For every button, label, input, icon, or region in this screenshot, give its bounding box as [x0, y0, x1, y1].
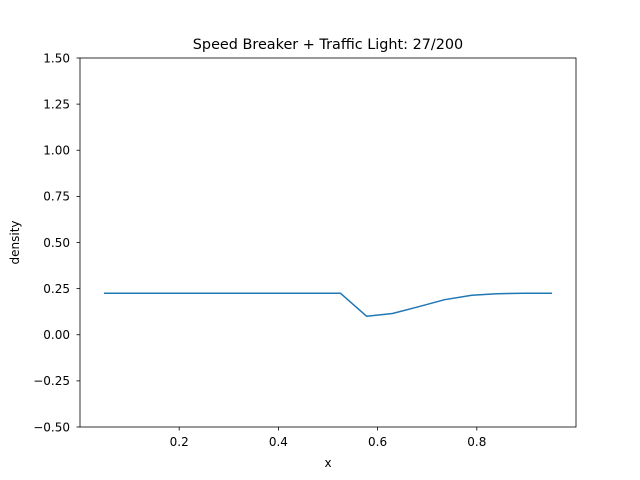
- y-tick-label: 1.00: [43, 144, 70, 158]
- x-tick-label: 0.2: [170, 435, 189, 449]
- y-tick-label: 1.25: [43, 97, 70, 111]
- x-tick-label: 0.8: [467, 435, 486, 449]
- y-tick-label: −0.50: [33, 420, 70, 434]
- plot-frame: [79, 57, 577, 428]
- x-axis-label: x: [324, 456, 331, 470]
- y-tick-label: 0.00: [43, 328, 70, 342]
- y-tick-label: 0.25: [43, 282, 70, 296]
- y-tick-label: −0.25: [33, 374, 70, 388]
- axis-layer: 0.2 0.4 0.6 0.8 −0.50 −0.25 0.00 0.25 0.50 0.75 1.…: [33, 51, 486, 449]
- series-layer: [104, 292, 552, 318]
- y-tick-label: 0.75: [43, 190, 70, 204]
- chart-title: Speed Breaker + Traffic Light: 27/200: [193, 37, 463, 53]
- y-tick-label: 1.50: [43, 51, 70, 65]
- series-line-0: [104, 292, 552, 318]
- x-tick-label: 0.4: [269, 435, 288, 449]
- y-tick-label: 0.50: [43, 236, 70, 250]
- x-tick-label: 0.6: [368, 435, 387, 449]
- y-axis-label: density: [8, 221, 22, 265]
